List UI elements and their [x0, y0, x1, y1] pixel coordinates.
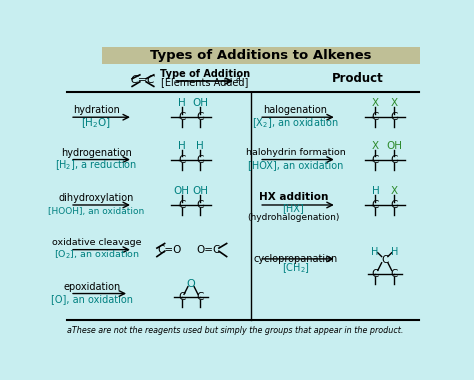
Text: a: a: [236, 74, 241, 83]
Text: (hydrohalogenation): (hydrohalogenation): [247, 213, 339, 222]
Text: [O], an oxidation: [O], an oxidation: [51, 294, 133, 304]
Text: Product: Product: [332, 72, 383, 85]
Text: OH: OH: [386, 141, 402, 151]
Text: C: C: [197, 292, 204, 302]
Text: C: C: [197, 155, 204, 165]
Text: O=C: O=C: [197, 245, 221, 255]
Text: C: C: [391, 269, 398, 279]
Text: C: C: [197, 200, 204, 210]
Text: C: C: [178, 292, 185, 302]
Text: C: C: [372, 155, 379, 165]
Text: X: X: [372, 98, 379, 108]
Text: [HX]: [HX]: [283, 203, 304, 213]
Text: C=O: C=O: [157, 245, 182, 255]
Text: halogenation: halogenation: [264, 105, 328, 115]
Text: C: C: [178, 112, 185, 122]
Text: H: H: [178, 98, 186, 108]
Text: C: C: [178, 200, 185, 210]
Text: halohydrin formation: halohydrin formation: [246, 148, 346, 157]
Text: HX addition: HX addition: [259, 192, 328, 202]
Text: [HOX], an oxidation: [HOX], an oxidation: [248, 160, 343, 170]
Text: X: X: [391, 98, 398, 108]
FancyBboxPatch shape: [102, 47, 419, 64]
Text: C: C: [391, 200, 398, 210]
Text: C=C: C=C: [130, 75, 155, 85]
Text: C: C: [197, 112, 204, 122]
Text: cyclopropanation: cyclopropanation: [254, 254, 338, 264]
Text: C: C: [372, 112, 379, 122]
Text: dihydroxylation: dihydroxylation: [59, 193, 134, 203]
Text: X: X: [372, 141, 379, 151]
Text: [H$_2$], a reduction: [H$_2$], a reduction: [55, 158, 137, 172]
Text: OH: OH: [173, 186, 190, 196]
Text: [O$_2$], an oxidation: [O$_2$], an oxidation: [54, 249, 139, 261]
Text: hydration: hydration: [73, 105, 120, 115]
Text: aThese are not the reagents used but simply the groups that appear in the produc: aThese are not the reagents used but sim…: [67, 326, 403, 335]
Text: C: C: [391, 155, 398, 165]
Text: OH: OH: [192, 186, 208, 196]
Text: H: H: [372, 186, 379, 196]
Text: H: H: [196, 141, 204, 151]
Text: [HOOH], an oxidation: [HOOH], an oxidation: [48, 207, 145, 216]
Text: OH: OH: [192, 98, 208, 108]
Text: H: H: [391, 247, 399, 257]
Text: Type of Addition: Type of Addition: [160, 69, 250, 79]
Text: Types of Additions to Alkenes: Types of Additions to Alkenes: [150, 49, 372, 62]
Text: C: C: [372, 200, 379, 210]
Text: C: C: [381, 255, 388, 264]
Text: [CH$_2$]: [CH$_2$]: [282, 261, 310, 275]
Text: oxidative cleavage: oxidative cleavage: [52, 238, 141, 247]
Text: C: C: [372, 269, 379, 279]
Text: C: C: [391, 112, 398, 122]
Text: [H$_2$O]: [H$_2$O]: [82, 116, 111, 130]
Text: epoxidation: epoxidation: [63, 282, 120, 291]
Text: C: C: [178, 155, 185, 165]
Text: H: H: [178, 141, 186, 151]
Text: [Elements Added]: [Elements Added]: [161, 77, 249, 87]
Text: [X$_2$], an oxidation: [X$_2$], an oxidation: [252, 116, 339, 130]
Text: X: X: [391, 186, 398, 196]
Text: H: H: [371, 247, 378, 257]
Text: hydrogenation: hydrogenation: [61, 147, 132, 158]
Text: O: O: [187, 279, 195, 288]
